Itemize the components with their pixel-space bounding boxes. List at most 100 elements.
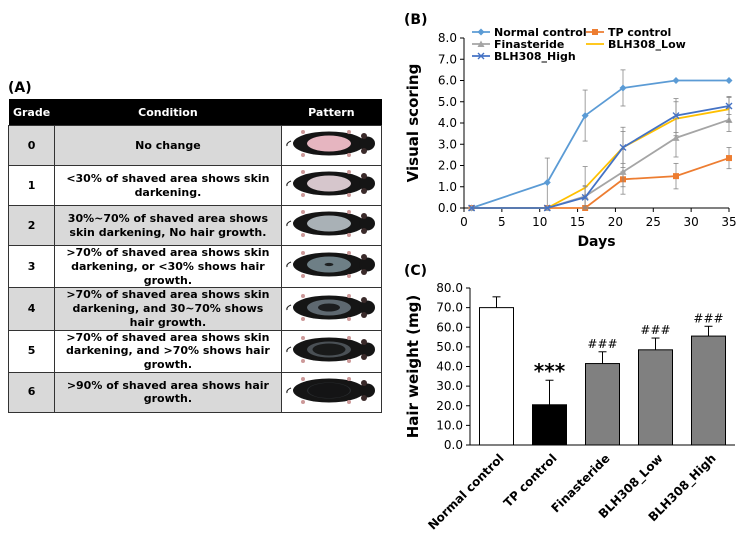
legend-item: BLH308_Low [586,38,686,51]
condition-cell: >70% of shaved area shows skin darkening… [54,244,282,289]
pattern-cell [280,329,383,373]
series-tp-control [468,147,732,211]
mouse-pattern-image [285,374,378,406]
data-point [581,193,589,201]
mouse-ear [361,228,368,235]
mouse-tail [286,303,292,310]
hair-regrowth [318,303,341,311]
table-row: 3 >70% of shaved area shows skin darkeni… [7,244,383,289]
table-row: 4 >70% of shaved area shows skin darkeni… [7,287,383,331]
y-tick-label: 60.0 [436,320,463,334]
shaved-area [307,175,352,192]
y-tick-label: 70.0 [436,301,463,315]
table-row: 2 30%~70% of shaved area shows skin dark… [7,205,383,246]
series-normal-control [468,69,733,212]
y-tick-label: 5.0 [438,95,457,109]
data-point [592,29,598,35]
data-point [672,77,680,84]
condition-cell: No change [54,125,282,166]
data-point [726,155,732,162]
mouse-head [359,300,376,314]
mouse-ear [361,173,368,180]
mouse-paw [301,153,306,158]
hair-regrowth [308,382,351,398]
y-tick-label: 4.0 [438,116,457,130]
table-row: 5 >70% of shaved area shows skin darkeni… [7,329,383,373]
data-point [725,77,733,84]
pattern-cell [280,125,383,166]
bar [638,349,673,446]
legend-label: Finasteride [494,38,564,51]
grade-cell: 3 [7,244,56,289]
mouse-paw [301,335,306,340]
data-point [468,204,476,212]
series-blh308-high [468,97,733,212]
pattern-cell [280,205,383,246]
hair-weight-bar-chart: 0.0 10.0 20.0 30.0 40.0 50.0 60.0 70.0 80.0 Hair … [404,281,735,533]
y-tick-label: 50.0 [436,340,463,354]
condition-cell: >70% of shaved area shows skin darkening… [54,287,282,331]
category-label: TP control [501,451,560,510]
significance-label: ### [640,323,670,337]
mouse-ear [361,188,368,195]
pattern-cell [280,244,383,289]
mouse-paw [347,153,352,158]
bar [532,404,567,446]
mouse-paw [301,210,306,215]
mouse-paw [347,210,352,215]
y-tick-label: 7.0 [438,52,457,66]
y-tick-label: 1.0 [438,180,457,194]
table-row: 1 <30% of shaved area shows skin darkeni… [7,165,383,206]
condition-cell: >90% of shaved area shows hair growth. [54,371,282,413]
mouse-ear [361,148,368,155]
mouse-paw [347,193,352,198]
x-tick-label: 20 [608,215,623,229]
data-point [581,112,589,120]
mouse-head [359,136,376,151]
shaved-area [307,135,352,152]
data-point [672,112,680,120]
grade-cell: 0 [7,125,56,166]
series-line [471,105,730,209]
condition-cell: 30%~70% of shaved area shows skin darken… [54,205,282,246]
panel-label-c: (C) [404,263,428,279]
mouse-tail [286,140,292,147]
data-point [725,102,733,110]
mouse-paw [301,193,306,198]
mouse-ear [361,353,368,360]
mouse-paw [301,130,306,135]
y-tick-label: 40.0 [436,360,463,374]
grade-cell: 5 [7,329,56,373]
mouse-head [359,216,376,231]
mouse-paw [347,170,352,175]
bar [691,335,726,446]
grade-table: Grade Condition Pattern 0 No change 1 <3… [7,99,383,413]
hair-regrowth [312,343,346,356]
mouse-ear [361,379,368,386]
legend-label: BLH308_Low [608,38,686,51]
mouse-paw [301,170,306,175]
mouse-tail [286,387,292,394]
legend-label: Normal control [494,26,587,39]
mouse-paw [301,274,306,279]
header-pattern: Pattern [281,99,382,126]
y-tick-label: 0.0 [438,201,457,215]
y-axis-label: Hair weight (mg) [404,295,422,439]
header-grade: Grade [8,99,55,126]
mouse-paw [301,316,306,321]
data-point [477,40,485,47]
pattern-cell [280,165,383,206]
bar [479,307,514,446]
mouse-head [359,342,376,357]
data-point [543,179,551,186]
mouse-ear [361,394,368,401]
y-axis-label: Visual scoring [404,64,422,183]
mouse-pattern-image [285,249,378,281]
y-tick-label: 20.0 [436,399,463,413]
grade-cell: 6 [7,371,56,413]
mouse-ear [361,213,368,220]
mouse-ear [361,296,368,303]
visual-scoring-line-chart: 0.0 1.0 2.0 3.0 4.0 5.0 6.0 7.0 8.0 0 5 10 15 20 25 30 3… [404,26,737,250]
mouse-paw [347,358,352,363]
